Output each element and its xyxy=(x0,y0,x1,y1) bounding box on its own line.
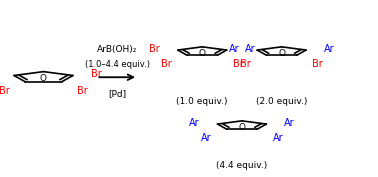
Text: Br: Br xyxy=(0,86,9,96)
Text: [Pd]: [Pd] xyxy=(108,89,126,98)
Text: Ar: Ar xyxy=(201,133,211,143)
Text: (1.0 equiv.): (1.0 equiv.) xyxy=(177,97,228,106)
Text: Ar: Ar xyxy=(229,44,239,54)
Text: O: O xyxy=(278,49,285,58)
Text: O: O xyxy=(40,74,47,82)
Text: Br: Br xyxy=(77,86,88,96)
Text: Br: Br xyxy=(161,59,172,69)
Text: ArB(OH)₂: ArB(OH)₂ xyxy=(97,45,137,54)
Text: (2.0 equiv.): (2.0 equiv.) xyxy=(256,97,307,106)
Text: O: O xyxy=(239,123,245,132)
Text: Br: Br xyxy=(149,44,160,54)
Text: Ar: Ar xyxy=(273,133,283,143)
Text: Br: Br xyxy=(91,69,102,79)
Text: Ar: Ar xyxy=(324,44,335,54)
Text: Ar: Ar xyxy=(245,44,255,54)
Text: Br: Br xyxy=(312,59,323,69)
Text: Br: Br xyxy=(233,59,244,69)
Text: Ar: Ar xyxy=(284,118,295,128)
Text: (1.0–4.4 equiv.): (1.0–4.4 equiv.) xyxy=(85,60,150,69)
Text: O: O xyxy=(199,49,206,58)
Text: (4.4 equiv.): (4.4 equiv.) xyxy=(216,161,268,170)
Text: Ar: Ar xyxy=(189,118,200,128)
Text: Br: Br xyxy=(240,59,251,69)
